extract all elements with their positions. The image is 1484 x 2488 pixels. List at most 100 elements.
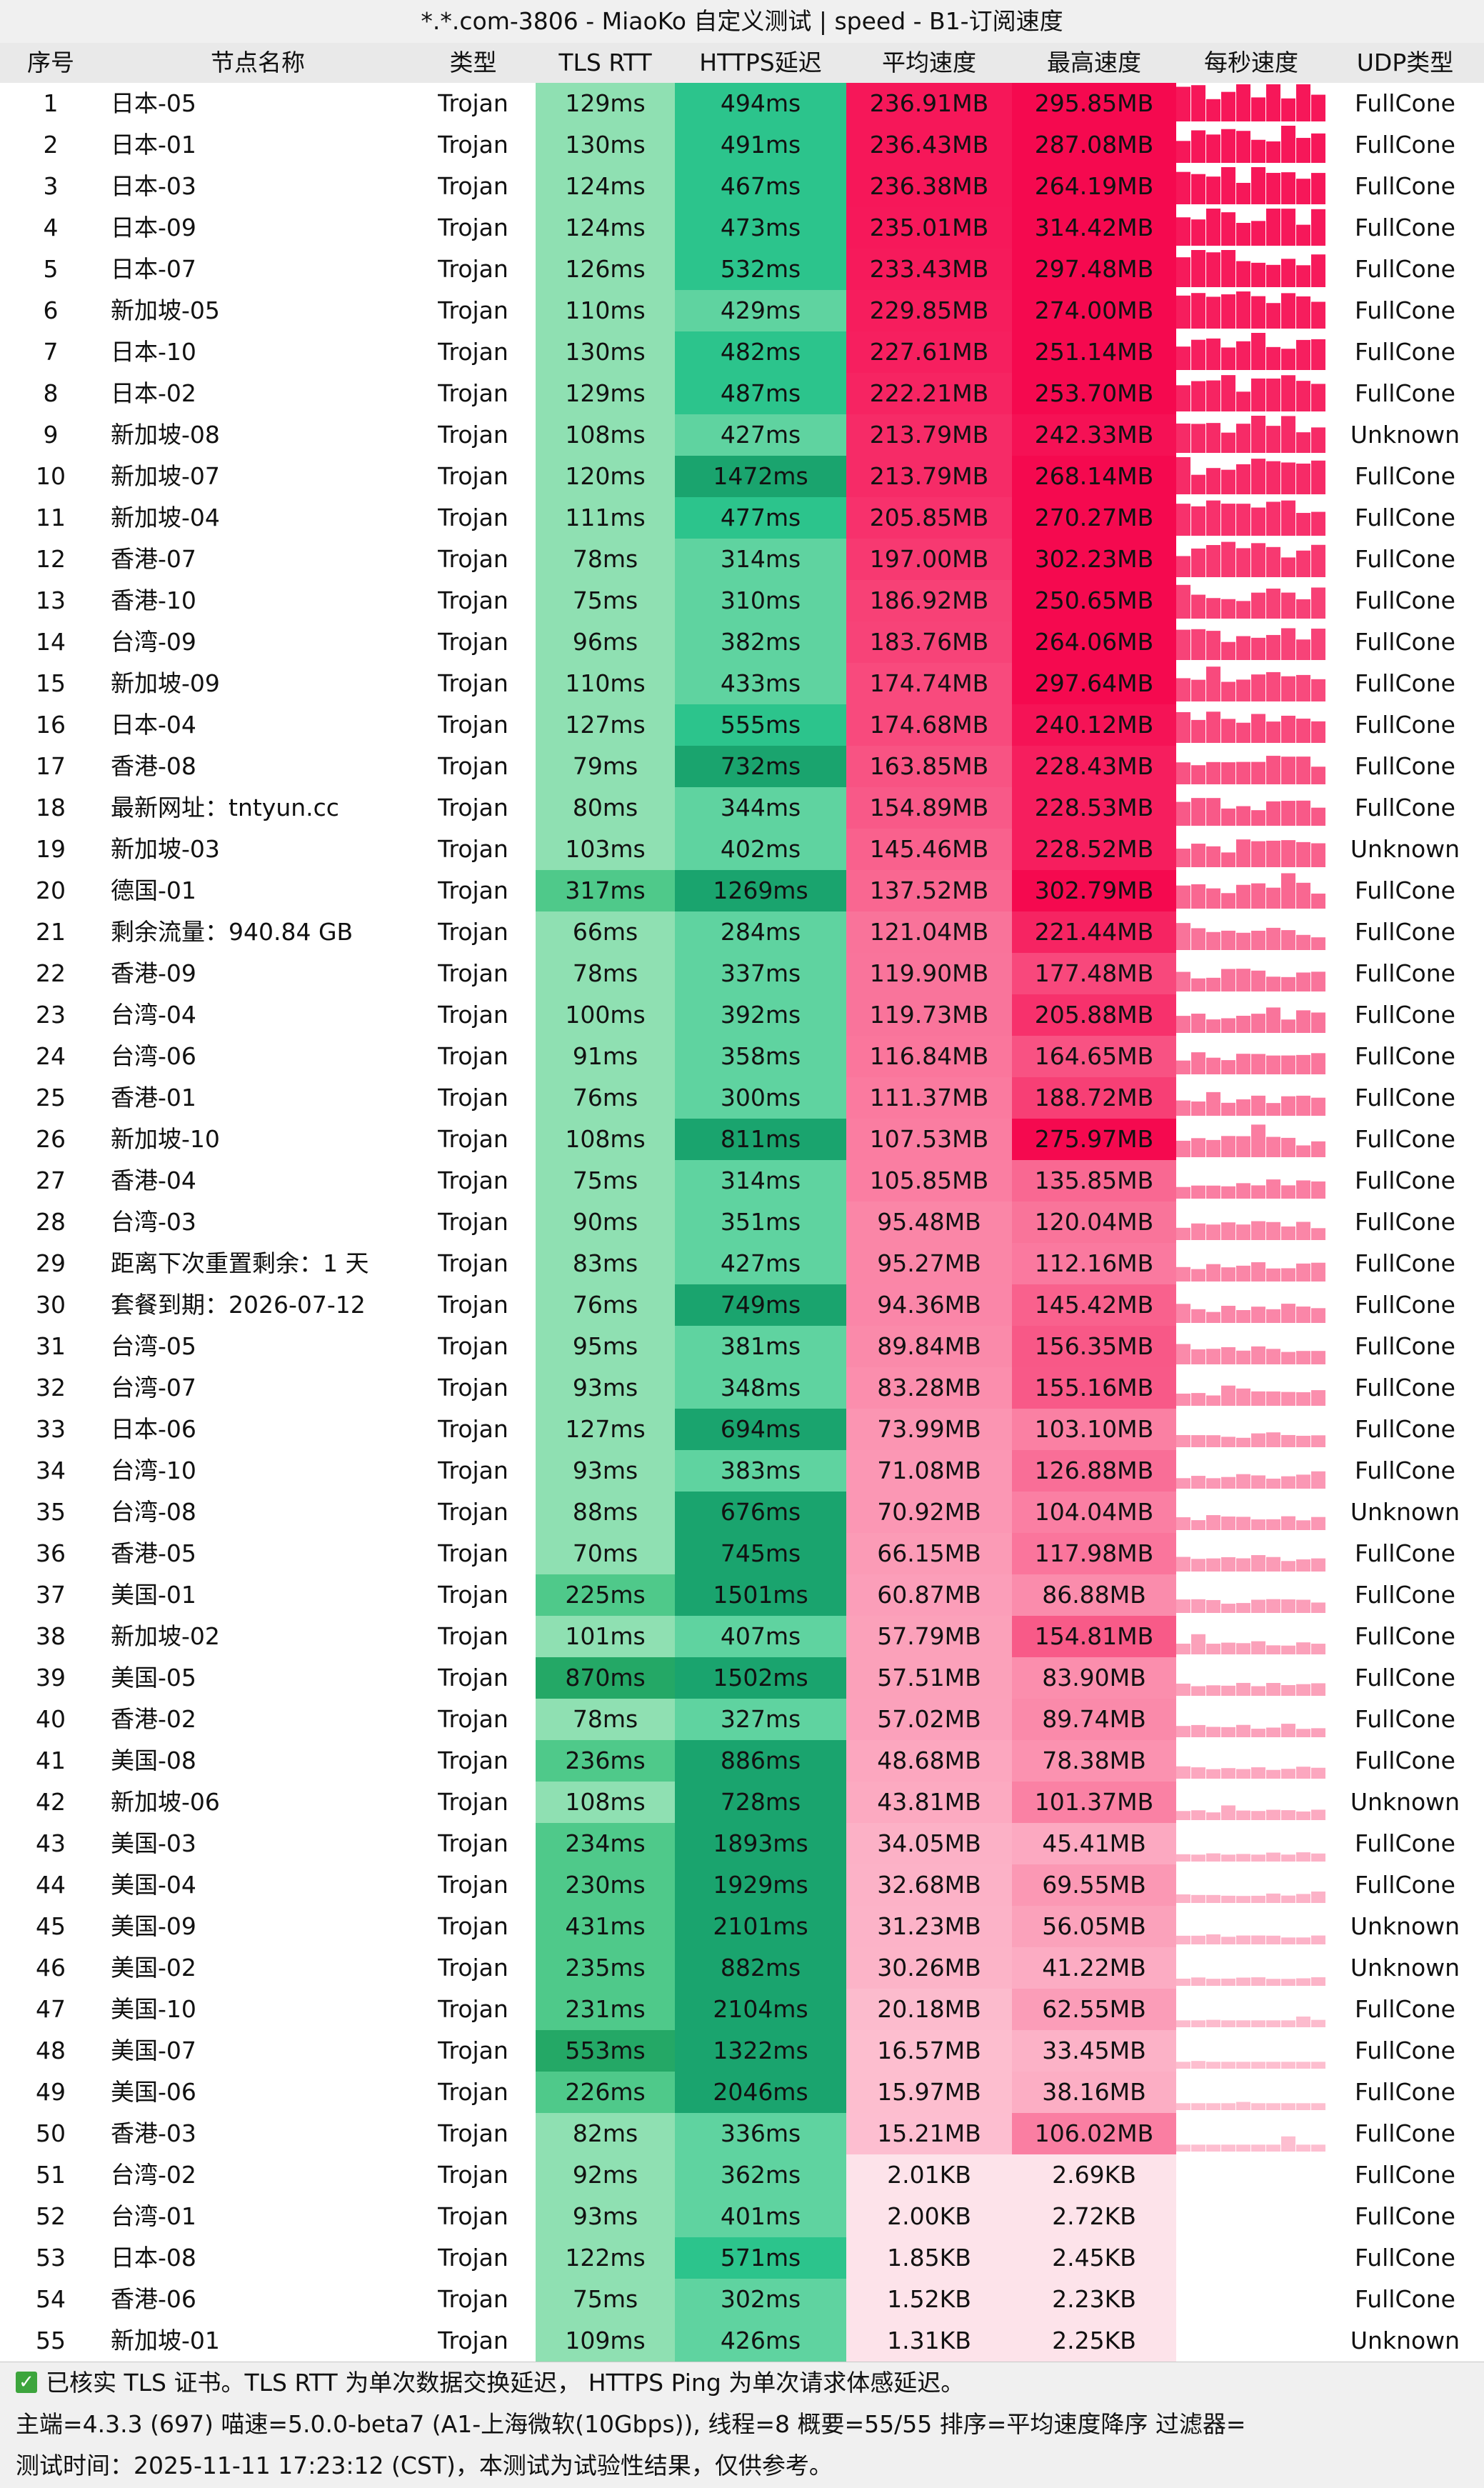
table-row[interactable]: 34 台湾-10 Trojan 93ms 383ms 71.08MB 126.88MB Ful… xyxy=(0,1450,1484,1492)
table-row[interactable]: 13 香港-10 Trojan 75ms 310ms 186.92MB 250.65MB Fu… xyxy=(0,580,1484,622)
sparkline-svg xyxy=(1176,1724,1325,1737)
table-row[interactable]: 36 香港-05 Trojan 70ms 745ms 66.15MB 117.98MB Ful… xyxy=(0,1533,1484,1575)
header-node-name[interactable]: 节点名称 xyxy=(211,49,305,76)
table-row[interactable]: 43 美国-03 Trojan 234ms 1893ms 34.05MB 45.41MB Fu… xyxy=(0,1823,1484,1865)
table-row[interactable]: 32 台湾-07 Trojan 93ms 348ms 83.28MB 155.16MB Ful… xyxy=(0,1367,1484,1409)
table-row[interactable]: 30 套餐到期：2026-07-12 Trojan 76ms 749ms 94.36MB 1… xyxy=(0,1284,1484,1327)
speed-bar xyxy=(1296,972,1310,991)
header-type[interactable]: 类型 xyxy=(449,49,497,76)
speed-bar xyxy=(1176,423,1190,453)
table-row[interactable]: 29 距离下次重置剩余：1 天 Trojan 83ms 427ms 95.27MB 112.… xyxy=(0,1243,1484,1285)
speed-bar xyxy=(1206,1599,1220,1613)
table-row[interactable]: 19 新加坡-03 Trojan 103ms 402ms 145.46MB 228.52MB… xyxy=(0,829,1484,871)
table-row[interactable]: 42 新加坡-06 Trojan 108ms 728ms 43.81MB 101.37MB U… xyxy=(0,1782,1484,1824)
speed-bar xyxy=(1176,1186,1190,1199)
table-row[interactable]: 38 新加坡-02 Trojan 101ms 407ms 57.79MB 154.81MB F… xyxy=(0,1616,1484,1658)
table-row[interactable]: 47 美国-10 Trojan 231ms 2104ms 20.18MB 62.55MB Fu… xyxy=(0,1989,1484,2031)
avg-speed: 236.43MB xyxy=(846,124,1012,166)
table-row[interactable]: 11 新加坡-04 Trojan 111ms 477ms 205.85MB 270.27MB… xyxy=(0,497,1484,539)
table-row[interactable]: 12 香港-07 Trojan 78ms 314ms 197.00MB 302.23MB Fu… xyxy=(0,539,1484,581)
table-row[interactable]: 55 新加坡-01 Trojan 109ms 426ms 1.31KB 2.25KB Unkn… xyxy=(0,2320,1484,2362)
node-type: Trojan xyxy=(438,1747,508,1774)
table-row[interactable]: 33 日本-06 Trojan 127ms 694ms 73.99MB 103.10MB Fu… xyxy=(0,1409,1484,1451)
table-row[interactable]: 53 日本-08 Trojan 122ms 571ms 1.85KB 2.45KB FullC… xyxy=(0,2237,1484,2279)
header-tls-rtt[interactable]: TLS RTT xyxy=(558,49,652,76)
table-row[interactable]: 28 台湾-03 Trojan 90ms 351ms 95.48MB 120.04MB Ful… xyxy=(0,1201,1484,1244)
speed-bar xyxy=(1176,457,1190,494)
table-row[interactable]: 6 新加坡-05 Trojan 110ms 429ms 229.85MB 274.00MB F… xyxy=(0,290,1484,332)
header-avg-speed[interactable]: 平均速度 xyxy=(882,49,976,76)
table-row[interactable]: 27 香港-04 Trojan 75ms 314ms 105.85MB 135.85MB Fu… xyxy=(0,1160,1484,1202)
node-index: 31 xyxy=(36,1332,66,1360)
speed-bar xyxy=(1281,349,1295,370)
table-row[interactable]: 31 台湾-05 Trojan 95ms 381ms 89.84MB 156.35MB Ful… xyxy=(0,1326,1484,1368)
speed-bar xyxy=(1221,91,1235,121)
speed-bar xyxy=(1296,1599,1310,1613)
table-row[interactable]: 37 美国-01 Trojan 225ms 1501ms 60.87MB 86.88MB Fu… xyxy=(0,1574,1484,1617)
header-https-latency[interactable]: HTTPS延迟 xyxy=(699,49,822,76)
table-row[interactable]: 44 美国-04 Trojan 230ms 1929ms 32.68MB 69.55MB Fu… xyxy=(0,1864,1484,1907)
sparkline-svg xyxy=(1176,628,1325,660)
node-name: 香港-10 xyxy=(111,586,196,614)
https-latency: 732ms xyxy=(675,746,846,787)
table-row[interactable]: 49 美国-06 Trojan 226ms 2046ms 15.97MB 38.16MB Fu… xyxy=(0,2072,1484,2114)
table-row[interactable]: 39 美国-05 Trojan 870ms 1502ms 57.51MB 83.90MB Fu… xyxy=(0,1657,1484,1699)
table-row[interactable]: 15 新加坡-09 Trojan 110ms 433ms 174.74MB 297.64MB… xyxy=(0,663,1484,705)
header-udp-type[interactable]: UDP类型 xyxy=(1356,49,1454,76)
table-row[interactable]: 23 台湾-04 Trojan 100ms 392ms 119.73MB 205.88MB F… xyxy=(0,994,1484,1036)
table-row[interactable]: 1 日本-05 Trojan 129ms 494ms 236.91MB 295.85MB Fu… xyxy=(0,83,1484,125)
max-speed: 188.72MB xyxy=(1012,1077,1176,1119)
table-row[interactable]: 20 德国-01 Trojan 317ms 1269ms 137.52MB 302.79MB… xyxy=(0,870,1484,912)
speed-bar xyxy=(1236,1603,1250,1613)
speed-bar xyxy=(1206,1019,1220,1033)
max-speed: 295.85MB xyxy=(1012,83,1176,124)
node-name: 香港-03 xyxy=(111,2119,196,2147)
table-row[interactable]: 22 香港-09 Trojan 78ms 337ms 119.90MB 177.48MB Fu… xyxy=(0,953,1484,995)
table-row[interactable]: 17 香港-08 Trojan 79ms 732ms 163.85MB 228.43MB Fu… xyxy=(0,746,1484,788)
table-row[interactable]: 52 台湾-01 Trojan 93ms 401ms 2.00KB 2.72KB FullCo… xyxy=(0,2196,1484,2238)
table-row[interactable]: 50 香港-03 Trojan 82ms 336ms 15.21MB 106.02MB Ful… xyxy=(0,2113,1484,2155)
table-row[interactable]: 2 日本-01 Trojan 130ms 491ms 236.43MB 287.08MB Fu… xyxy=(0,124,1484,166)
per-second-speed-sparkline xyxy=(1176,373,1326,414)
node-index: 46 xyxy=(36,1954,66,1982)
table-row[interactable]: 4 日本-09 Trojan 124ms 473ms 235.01MB 314.42MB Fu… xyxy=(0,207,1484,249)
table-row[interactable]: 48 美国-07 Trojan 553ms 1322ms 16.57MB 33.45MB Fu… xyxy=(0,2030,1484,2072)
speed-bar xyxy=(1251,714,1265,743)
table-row[interactable]: 8 日本-02 Trojan 129ms 487ms 222.21MB 253.70MB Fu… xyxy=(0,373,1484,415)
header-index[interactable]: 序号 xyxy=(27,49,74,76)
table-row[interactable]: 3 日本-03 Trojan 124ms 467ms 236.38MB 264.19MB Fu… xyxy=(0,166,1484,208)
table-row[interactable]: 7 日本-10 Trojan 130ms 482ms 227.61MB 251.14MB Fu… xyxy=(0,331,1484,374)
header-per-second-speed[interactable]: 每秒速度 xyxy=(1204,49,1298,76)
speed-bar xyxy=(1296,381,1310,411)
table-row[interactable]: 26 新加坡-10 Trojan 108ms 811ms 107.53MB 275.97MB… xyxy=(0,1119,1484,1161)
table-row[interactable]: 51 台湾-02 Trojan 92ms 362ms 2.01KB 2.69KB FullCo… xyxy=(0,2154,1484,2197)
node-index: 14 xyxy=(36,628,66,656)
speed-bar xyxy=(1266,2144,1280,2152)
speed-bar xyxy=(1281,1434,1295,1447)
table-row[interactable]: 9 新加坡-08 Trojan 108ms 427ms 213.79MB 242.33MB U… xyxy=(0,414,1484,456)
table-row[interactable]: 45 美国-09 Trojan 431ms 2101ms 31.23MB 56.05MB Un… xyxy=(0,1906,1484,1948)
sparkline-svg xyxy=(1176,1805,1325,1820)
table-row[interactable]: 35 台湾-08 Trojan 88ms 676ms 70.92MB 104.04MB Unk… xyxy=(0,1492,1484,1534)
table-row[interactable]: 24 台湾-06 Trojan 91ms 358ms 116.84MB 164.65MB Fu… xyxy=(0,1036,1484,1078)
node-index: 44 xyxy=(36,1871,66,1899)
speed-bar xyxy=(1236,1265,1250,1282)
speed-bar xyxy=(1311,133,1325,163)
table-row[interactable]: 41 美国-08 Trojan 236ms 886ms 48.68MB 78.38MB Ful… xyxy=(0,1740,1484,1782)
table-row[interactable]: 54 香港-06 Trojan 75ms 302ms 1.52KB 2.23KB FullCo… xyxy=(0,2279,1484,2321)
table-row[interactable]: 16 日本-04 Trojan 127ms 555ms 174.68MB 240.12MB F… xyxy=(0,704,1484,746)
table-row[interactable]: 21 剩余流量：940.84 GB Trojan 66ms 284ms 121.04MB 2… xyxy=(0,911,1484,954)
speed-bar xyxy=(1266,141,1280,163)
per-second-speed-sparkline xyxy=(1176,2279,1326,2320)
table-row[interactable]: 14 台湾-09 Trojan 96ms 382ms 183.76MB 264.06MB Fu… xyxy=(0,621,1484,664)
table-row[interactable]: 40 香港-02 Trojan 78ms 327ms 57.02MB 89.74MB Full… xyxy=(0,1699,1484,1741)
table-row[interactable]: 25 香港-01 Trojan 76ms 300ms 111.37MB 188.72MB Fu… xyxy=(0,1077,1484,1119)
table-row[interactable]: 18 最新网址：tntyun.cc Trojan 80ms 344ms 154.89MB 2… xyxy=(0,787,1484,829)
header-max-speed[interactable]: 最高速度 xyxy=(1047,49,1141,76)
table-row[interactable]: 5 日本-07 Trojan 126ms 532ms 233.43MB 297.48MB Fu… xyxy=(0,249,1484,291)
avg-speed: 154.89MB xyxy=(846,787,1012,829)
node-name: 台湾-01 xyxy=(111,2202,196,2230)
speed-bar xyxy=(1221,1477,1235,1489)
table-row[interactable]: 10 新加坡-07 Trojan 120ms 1472ms 213.79MB 268.14M… xyxy=(0,456,1484,498)
table-row[interactable]: 46 美国-02 Trojan 235ms 882ms 30.26MB 41.22MB Unk… xyxy=(0,1947,1484,1989)
